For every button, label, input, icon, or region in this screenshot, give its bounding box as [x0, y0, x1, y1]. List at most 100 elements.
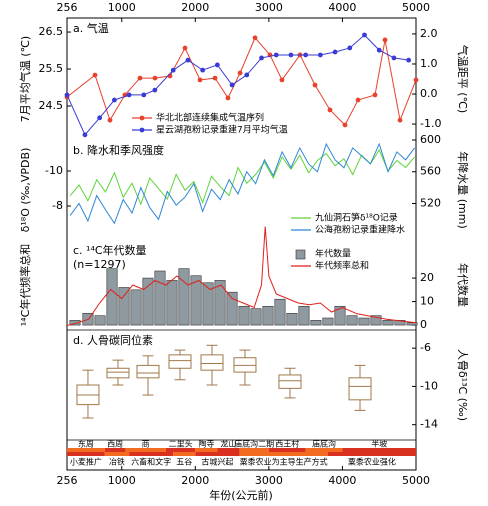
bar	[214, 280, 226, 326]
panel-title: a. 气温	[73, 21, 109, 35]
point	[327, 107, 333, 113]
x-tick-label: 5000	[402, 474, 430, 487]
bar	[274, 298, 286, 326]
point	[170, 67, 176, 73]
bar	[298, 305, 310, 326]
period-label: 粟黍农业为主导生产方式	[240, 457, 328, 467]
y-tick-label: 560	[420, 165, 441, 178]
point	[413, 77, 419, 83]
legend-label: 九仙洞石笋δ¹⁸O记录	[315, 212, 398, 224]
period-label: 西周	[107, 440, 123, 449]
point	[397, 117, 403, 123]
point	[197, 77, 203, 83]
box	[200, 354, 224, 371]
x-tick-label: 2000	[181, 1, 209, 14]
legend-label: 星云湖孢粉记录重建7月平均气温	[156, 124, 288, 136]
bar	[166, 280, 178, 326]
y-tick-label: 520	[420, 196, 441, 209]
box	[348, 377, 372, 401]
point	[303, 52, 309, 58]
frame	[66, 17, 417, 471]
y-tick-label: 26.5	[39, 25, 64, 38]
legend-label: 华北北部连续集成气温序列	[156, 112, 264, 124]
series-line	[66, 34, 409, 136]
bar	[142, 277, 154, 326]
period-bar	[268, 448, 306, 452]
legend-label: 年代数量	[315, 248, 351, 260]
point	[229, 82, 235, 88]
axis-title: 气温距平 (℃)	[456, 45, 470, 113]
point	[279, 77, 285, 83]
box	[278, 374, 302, 389]
bar	[310, 320, 322, 326]
series-line	[69, 148, 415, 206]
point	[141, 92, 147, 98]
bar	[358, 317, 370, 326]
period-label: 陶寺	[198, 439, 214, 449]
period-label: 庙底沟二期	[234, 439, 274, 449]
x-tick-label: 256	[57, 1, 78, 14]
y-tick-label: -1.0	[420, 117, 441, 130]
y-tick-label: 10	[420, 295, 434, 308]
panel-title: d. 人骨碳同位素	[73, 333, 153, 347]
x-tick-label: 256	[57, 474, 78, 487]
x-tick-label: 2000	[181, 474, 209, 487]
bar	[118, 287, 130, 326]
point	[92, 72, 98, 78]
point	[82, 132, 88, 138]
point	[391, 55, 397, 61]
period-label: 粟黍农业强化	[348, 457, 396, 467]
bar	[69, 320, 81, 326]
period-label: 小麦推广	[70, 457, 102, 467]
point	[342, 122, 348, 128]
legend-label: 年代频率总和	[315, 260, 369, 272]
period-label: 东周	[78, 439, 94, 449]
point	[244, 72, 250, 78]
period-label: 商	[142, 439, 150, 449]
bar	[154, 270, 166, 326]
bar	[106, 268, 118, 326]
point	[111, 97, 117, 103]
panel-note: (n=1297)	[73, 258, 126, 271]
point	[126, 92, 132, 98]
bar	[226, 291, 238, 326]
period-bar	[195, 452, 240, 456]
point	[376, 47, 382, 53]
bar	[382, 320, 394, 326]
period-bar	[104, 448, 126, 452]
y-tick-label: 0.0	[420, 87, 438, 100]
y-tick-label: 1.0	[420, 57, 438, 70]
point	[200, 67, 206, 73]
axis-title: 人骨δ¹³C (‰)	[456, 349, 469, 421]
axis-title: ¹⁴C年代频率总和	[18, 244, 32, 327]
bar	[190, 275, 202, 326]
y-tick-label: 600	[420, 133, 441, 146]
period-bar	[239, 452, 328, 456]
point	[237, 70, 243, 76]
box	[136, 364, 160, 379]
axis-title: 7月平均气温 (℃)	[18, 36, 32, 122]
period-bar	[129, 452, 174, 456]
period-bar	[67, 452, 105, 456]
x-tick-label: 5000	[402, 1, 430, 14]
point	[97, 115, 103, 121]
bar	[346, 315, 358, 326]
period-label: 六畜和文字	[131, 457, 171, 467]
point	[382, 37, 388, 43]
point	[317, 52, 323, 58]
axis-title: 年降水量 (mm)	[456, 151, 470, 229]
period-bar	[195, 448, 218, 452]
bar	[130, 289, 142, 326]
period-bar	[239, 448, 269, 452]
point	[185, 57, 191, 63]
axis-title: δ¹⁸O (‰,VPDB)	[19, 148, 32, 233]
box	[106, 367, 130, 379]
point	[214, 62, 220, 68]
y-tick-label: 25.5	[39, 62, 64, 75]
point	[332, 49, 338, 55]
y-tick-label: -14	[420, 418, 438, 431]
x-tick-label: 3000	[255, 1, 283, 14]
y-tick-label: -10	[45, 164, 63, 177]
